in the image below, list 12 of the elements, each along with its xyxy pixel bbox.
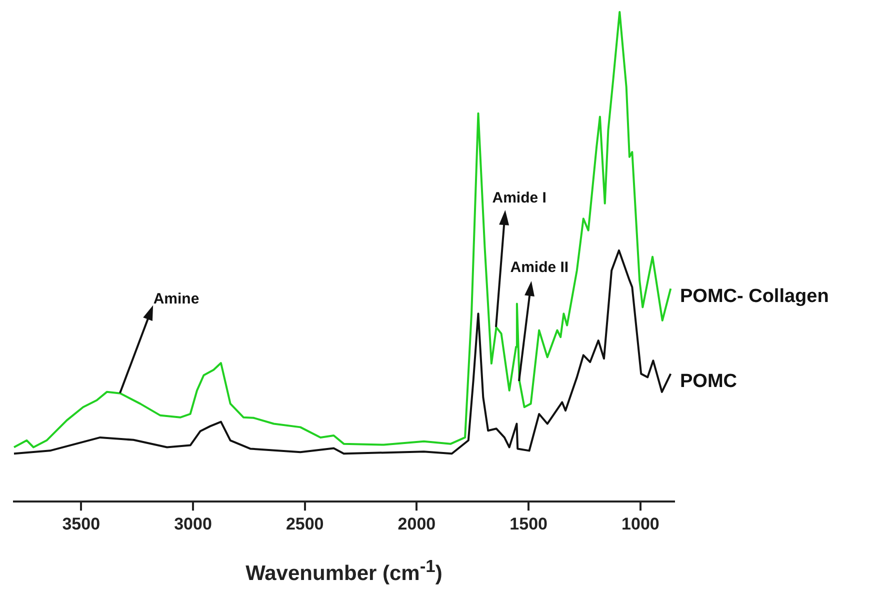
x-axis-title: Wavenumber (cm$^{-1}$) [244, 556, 444, 586]
series-label: POMC [680, 371, 738, 392]
x-tick-label: 3000 [174, 514, 212, 534]
annotation: Amide II [510, 258, 569, 276]
x-tick-label: 2000 [398, 514, 436, 534]
annotation: Amine [153, 290, 200, 308]
x-tick-label: 1500 [510, 514, 548, 534]
x-tick-label: 3500 [62, 514, 100, 534]
x-tick-label: 2500 [286, 514, 324, 534]
x-tick-label: 1000 [622, 514, 660, 534]
annotation: Amide I [492, 189, 546, 206]
series-label: POMC- Collagen [680, 286, 829, 307]
